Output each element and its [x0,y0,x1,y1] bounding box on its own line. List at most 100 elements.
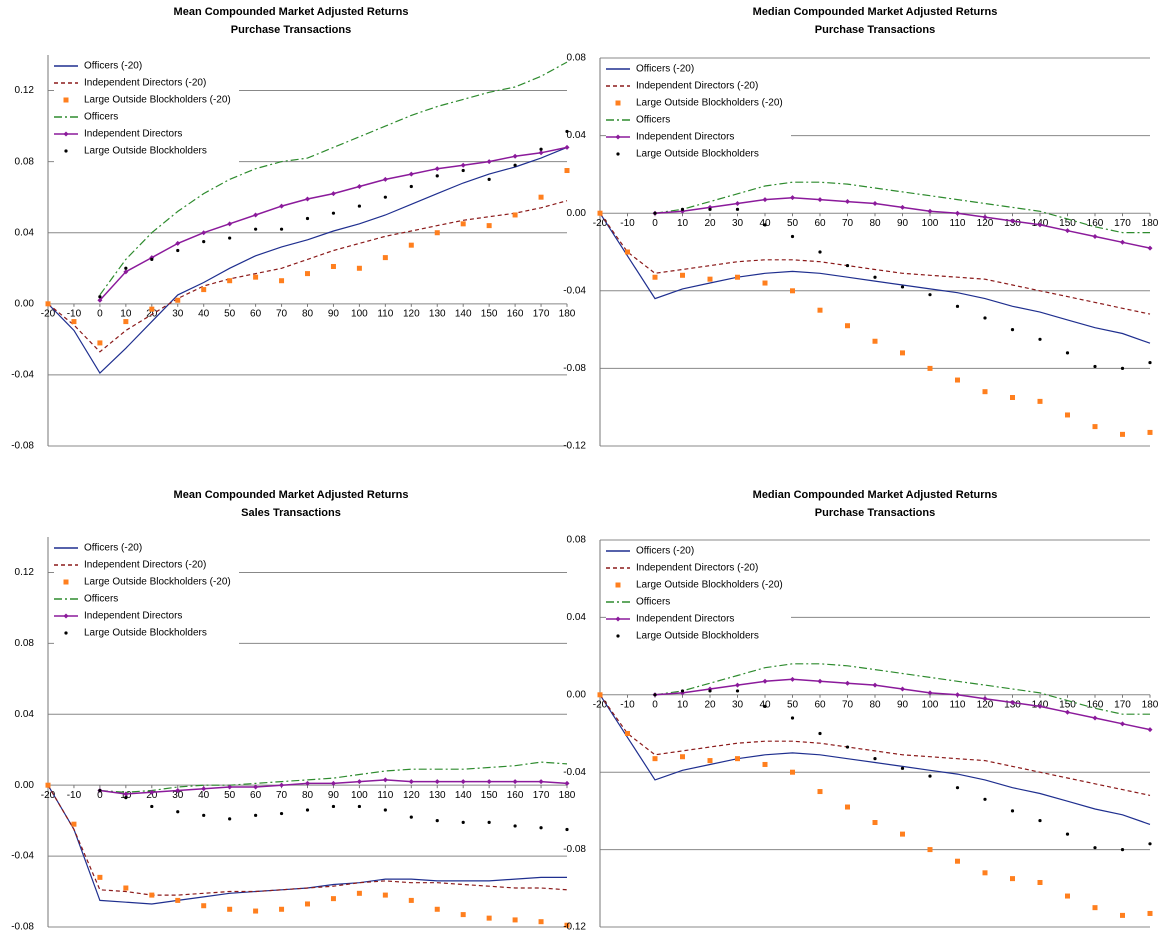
data-point [253,908,259,914]
x-tick-label: 140 [455,790,472,801]
data-point [461,820,465,825]
legend-label: Officers (-20) [84,543,142,554]
chart-subtitle: Purchase Transactions [815,24,935,36]
x-tick-label: 100 [922,699,939,710]
data-point [486,159,492,165]
x-tick-label: 100 [351,790,368,801]
data-point [202,240,206,244]
x-tick-label: 130 [1004,699,1021,710]
data-point [538,194,544,200]
data-point [175,297,181,303]
data-point [1092,905,1098,911]
data-point [1148,360,1152,365]
data-point [818,250,822,254]
data-point [1120,239,1125,245]
x-tick-label: 10 [677,699,689,710]
legend-label: Independent Directors (-20) [636,81,758,92]
legend-marker [615,616,621,622]
x-tick-label: 120 [403,308,420,319]
series-line [599,212,1151,344]
data-point [434,230,440,236]
x-tick-label: 10 [120,308,132,319]
y-tick-label: 0.08 [567,53,587,64]
data-point [982,870,988,876]
y-tick-label: -0.04 [563,767,586,778]
x-tick-label: 180 [1142,699,1159,710]
legend-label: Large Outside Blockholders [636,631,759,642]
data-point [845,263,850,268]
x-tick-label: 90 [897,218,909,229]
data-point [279,203,285,209]
legend-label: Independent Directors (-20) [84,78,206,89]
data-point [330,191,336,197]
data-point [927,365,933,371]
x-tick-label: 60 [814,218,826,229]
data-point [1010,876,1015,882]
data-point [331,804,336,809]
series-line [654,663,1150,715]
series-line [599,694,1151,825]
data-point [762,761,768,767]
data-point [982,214,988,220]
data-point [1010,218,1015,224]
chart-title: Median Compounded Market Adjusted Return… [753,6,998,18]
data-point [305,216,310,221]
y-tick-label: -0.12 [563,441,586,452]
data-point [538,150,544,156]
data-point [486,223,492,229]
legend-label: Officers [84,112,118,123]
data-point [1010,395,1015,400]
data-point [1065,351,1070,355]
data-point [45,301,51,307]
data-point [845,323,850,329]
data-point [762,678,768,684]
data-point [123,885,129,891]
x-tick-label: 70 [842,218,854,229]
x-tick-label: 170 [533,790,550,801]
y-tick-label: 0.00 [15,780,35,791]
series-line [47,784,568,896]
x-tick-label: 130 [429,308,446,319]
chart-subtitle: Purchase Transactions [815,507,935,519]
y-tick-label: -0.04 [563,285,586,296]
x-tick-label: -20 [593,699,608,710]
chart-subtitle: Sales Transactions [241,507,341,519]
data-point [253,784,259,790]
data-point [845,804,850,810]
data-point [176,248,180,253]
data-point [513,163,517,167]
data-point [982,389,988,395]
x-tick-label: -20 [41,790,56,801]
data-point [98,788,102,793]
data-point [71,319,77,325]
data-point [150,804,154,809]
data-point [900,766,905,770]
data-point [900,204,905,210]
data-point [955,377,960,383]
y-tick-label: -0.12 [563,922,586,933]
data-point [201,786,207,792]
legend-marker [616,152,620,156]
legend-box [54,57,239,163]
chart-panel: Median Compounded Market Adjusted Return… [563,489,1159,933]
legend-label: Large Outside Blockholders (-20) [636,98,783,109]
data-point [97,874,103,880]
data-point [955,692,960,698]
x-tick-label: 130 [1004,218,1021,229]
legend-marker [615,134,621,140]
data-point [762,197,768,203]
data-point [790,716,795,720]
data-point [124,795,128,800]
data-point [357,204,361,208]
legend-label: Independent Directors [84,611,182,622]
data-point [305,780,310,786]
series-line [599,694,1151,796]
data-point [955,786,960,790]
data-point [1092,424,1098,430]
data-point [1037,398,1043,404]
x-tick-label: 110 [950,218,966,229]
data-point [305,901,310,907]
x-tick-label: 20 [704,699,716,710]
data-point [1147,245,1153,251]
data-point [817,789,823,795]
